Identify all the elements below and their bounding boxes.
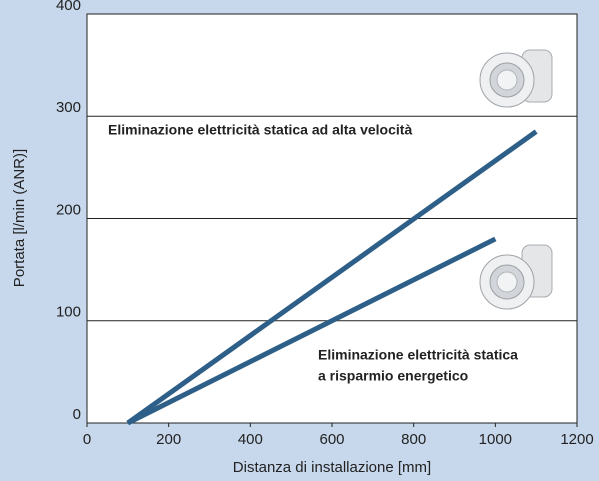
x-tick-label: 1000: [479, 431, 512, 448]
x-tick-label: 800: [401, 431, 426, 448]
annotation: Eliminazione elettricità statica: [318, 347, 518, 363]
y-tick-label: 400: [56, 0, 81, 14]
product-icon: [480, 50, 552, 107]
x-axis-label: Distanza di installazione [mm]: [233, 459, 431, 476]
y-tick-label: 300: [56, 99, 81, 116]
x-tick-label: 600: [319, 431, 344, 448]
y-tick-label: 200: [56, 201, 81, 218]
chart: Distanza di installazione [mm] Portata […: [0, 0, 599, 481]
y-tick-label: 100: [56, 304, 81, 321]
annotation: a risparmio energetico: [318, 368, 468, 384]
x-tick-label: 1200: [560, 431, 593, 448]
y-axis-label: Portata [l/min (ANR)]: [11, 149, 28, 287]
y-tick-label: 0: [73, 406, 81, 423]
annotation: Eliminazione elettricità statica ad alta…: [108, 122, 412, 138]
x-tick-label: 200: [156, 431, 181, 448]
x-tick-label: 0: [83, 431, 91, 448]
x-tick-label: 400: [238, 431, 263, 448]
